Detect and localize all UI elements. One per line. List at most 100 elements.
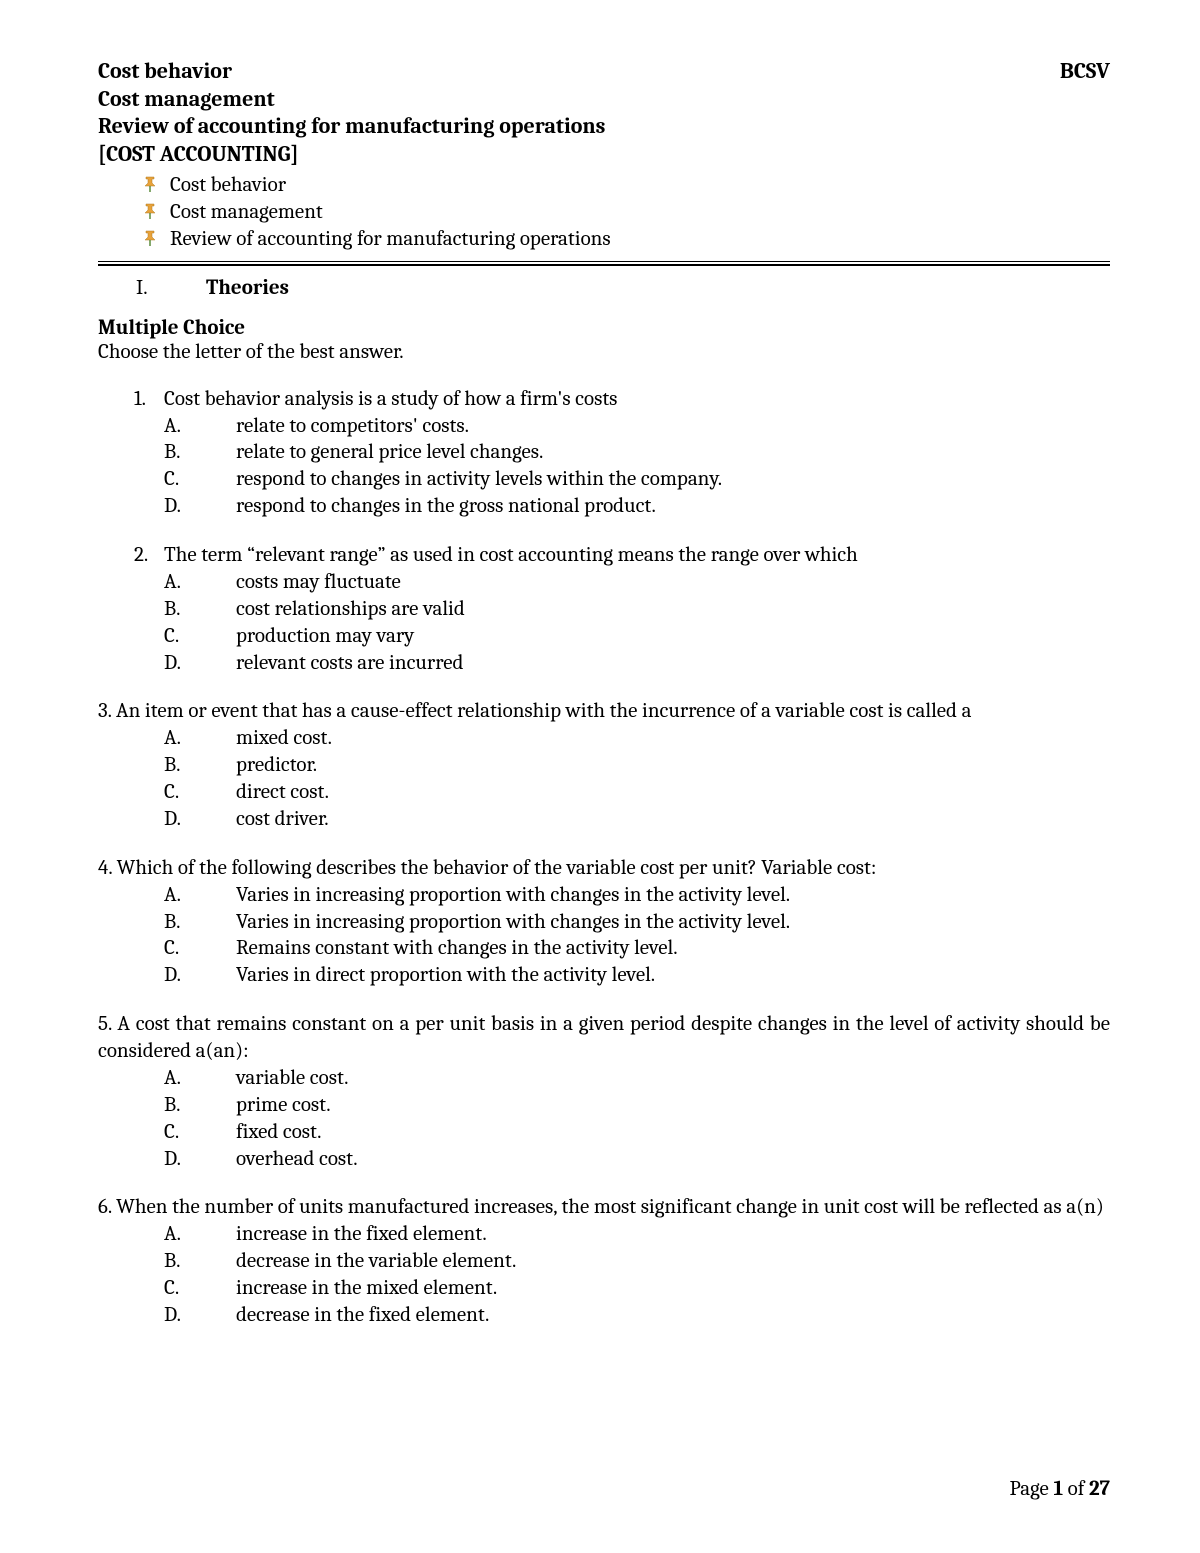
option-letter: C. [164, 466, 236, 493]
option-text: relevant costs are incurred [236, 650, 463, 677]
option-letter: C. [164, 935, 236, 962]
question-stem: 2.The term “relevant range” as used in c… [98, 542, 1110, 569]
option-item: D.overhead cost. [98, 1146, 1110, 1173]
question-text: The term “relevant range” as used in cos… [164, 542, 1110, 569]
footer-current: 1 [1053, 1477, 1063, 1501]
option-text: Varies in increasing proportion with cha… [236, 882, 790, 909]
question-stem: 6. When the number of units manufactured… [98, 1194, 1110, 1221]
options-list: A.costs may fluctuateB.cost relationship… [98, 569, 1110, 677]
option-text: relate to competitors' costs. [236, 413, 469, 440]
topic-bullet-label: Cost management [170, 200, 323, 224]
option-item: D.respond to changes in the gross nation… [98, 493, 1110, 520]
question-block: 1.Cost behavior analysis is a study of h… [98, 386, 1110, 520]
option-text: direct cost. [236, 779, 329, 806]
option-letter: A. [164, 1065, 236, 1092]
option-text: costs may fluctuate [236, 569, 401, 596]
option-text: fixed cost. [236, 1119, 322, 1146]
option-text: relate to general price level changes. [236, 439, 543, 466]
option-letter: B. [164, 1092, 236, 1119]
options-list: A.Varies in increasing proportion with c… [98, 882, 1110, 990]
option-letter: A. [164, 1221, 236, 1248]
topic-bullet-item: Review of accounting for manufacturing o… [98, 226, 1110, 253]
option-text: production may vary [236, 623, 414, 650]
question-stem: 5. A cost that remains constant on a per… [98, 1011, 1110, 1065]
document-page: Cost behavior BCSV Cost management Revie… [0, 0, 1200, 1329]
question-block: 5. A cost that remains constant on a per… [98, 1011, 1110, 1172]
option-letter: A. [164, 569, 236, 596]
pushpin-icon [140, 202, 158, 220]
option-text: increase in the fixed element. [236, 1221, 487, 1248]
topic-bullet-item: Cost behavior [98, 172, 1110, 199]
options-list: A. increase in the fixed element.B.decre… [98, 1221, 1110, 1329]
section-title: Theories [206, 276, 289, 300]
option-item: C.respond to changes in activity levels … [98, 466, 1110, 493]
footer-prefix: Page [1010, 1477, 1054, 1501]
option-item: C.Remains constant with changes in the a… [98, 935, 1110, 962]
option-letter: B. [164, 752, 236, 779]
option-letter: C. [164, 1119, 236, 1146]
options-list: A.mixed cost.B.predictor.C.direct cost.D… [98, 725, 1110, 833]
option-letter: A. [164, 725, 236, 752]
mc-instruction: Choose the letter of the best answer. [98, 340, 1110, 364]
topic-bullet-label: Review of accounting for manufacturing o… [170, 227, 611, 251]
divider-line-thin [98, 261, 1110, 262]
option-item: B.predictor. [98, 752, 1110, 779]
option-letter: D. [164, 806, 236, 833]
option-letter: D. [164, 493, 236, 520]
option-letter: B. [164, 1248, 236, 1275]
option-text: Varies in increasing proportion with cha… [236, 909, 790, 936]
question-stem: 4. Which of the following describes the … [98, 855, 1110, 882]
option-item: B.prime cost. [98, 1092, 1110, 1119]
question-block: 2.The term “relevant range” as used in c… [98, 542, 1110, 676]
section-heading: I. Theories [98, 276, 1110, 300]
option-text: decrease in the variable element. [236, 1248, 516, 1275]
option-letter: B. [164, 909, 236, 936]
option-text: prime cost. [236, 1092, 331, 1119]
footer-total: 27 [1089, 1477, 1110, 1501]
option-item: B.relate to general price level changes. [98, 439, 1110, 466]
option-text: overhead cost. [236, 1146, 358, 1173]
option-item: A.costs may fluctuate [98, 569, 1110, 596]
option-item: A.mixed cost. [98, 725, 1110, 752]
question-stem: 1.Cost behavior analysis is a study of h… [98, 386, 1110, 413]
option-letter: D. [164, 1302, 236, 1329]
option-letter: B. [164, 596, 236, 623]
option-item: B.cost relationships are valid [98, 596, 1110, 623]
option-item: D.cost driver. [98, 806, 1110, 833]
option-letter: C. [164, 1275, 236, 1302]
option-item: D.relevant costs are incurred [98, 650, 1110, 677]
header-code: BCSV [1060, 58, 1110, 84]
option-text: decrease in the fixed element. [236, 1302, 489, 1329]
header-line-3: Review of accounting for manufacturing o… [98, 113, 1110, 141]
pushpin-icon [140, 229, 158, 247]
option-item: C.direct cost. [98, 779, 1110, 806]
option-letter: A. [164, 413, 236, 440]
question-block: 6. When the number of units manufactured… [98, 1194, 1110, 1328]
topic-bullet-list: Cost behavior Cost management Review of ac… [98, 172, 1110, 253]
question-block: 3. An item or event that has a cause-eff… [98, 698, 1110, 832]
option-item: B.decrease in the variable element. [98, 1248, 1110, 1275]
option-item: A.relate to competitors' costs. [98, 413, 1110, 440]
topic-bullet-label: Cost behavior [170, 173, 286, 197]
header-line-1: Cost behavior [98, 58, 232, 86]
options-list: A.relate to competitors' costs.B.relate … [98, 413, 1110, 521]
option-text: respond to changes in activity levels wi… [236, 466, 722, 493]
page-footer: Page 1 of 27 [1010, 1477, 1111, 1501]
header-row: Cost behavior BCSV [98, 58, 1110, 86]
option-item: D.Varies in direct proportion with the a… [98, 962, 1110, 989]
section-roman: I. [136, 276, 206, 300]
option-text: predictor. [236, 752, 317, 779]
option-text: cost driver. [236, 806, 329, 833]
option-letter: D. [164, 650, 236, 677]
option-text: Remains constant with changes in the act… [236, 935, 678, 962]
option-item: A. increase in the fixed element. [98, 1221, 1110, 1248]
option-text: Varies in direct proportion with the act… [236, 962, 655, 989]
option-text: respond to changes in the gross national… [236, 493, 656, 520]
question-number: 2. [134, 542, 164, 569]
questions-container: 1.Cost behavior analysis is a study of h… [98, 386, 1110, 1329]
option-letter: A. [164, 882, 236, 909]
option-text: variable cost. [236, 1065, 348, 1092]
header-line-2: Cost management [98, 86, 1110, 114]
option-text: mixed cost. [236, 725, 332, 752]
divider-line-thick [98, 264, 1110, 266]
